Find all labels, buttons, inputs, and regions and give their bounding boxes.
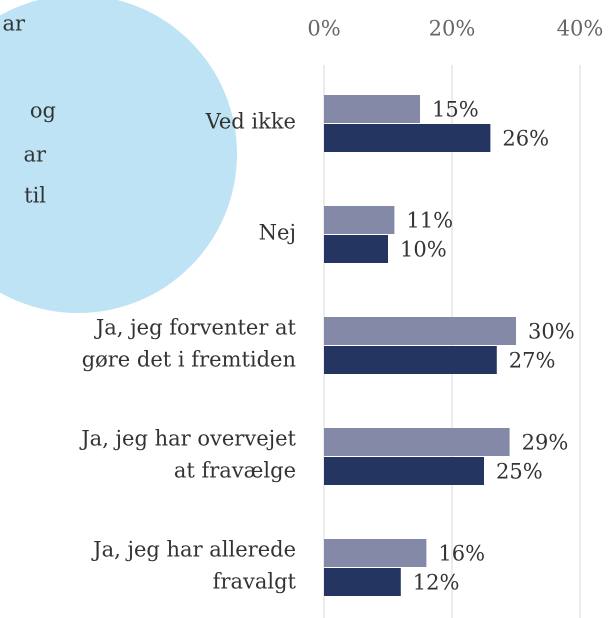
value-label: 27% xyxy=(509,349,556,373)
bar xyxy=(324,206,395,234)
bar xyxy=(324,235,388,263)
category-label: Ja, jeg har allerede xyxy=(91,538,296,562)
bar xyxy=(324,457,484,485)
category-label: fravalgt xyxy=(213,570,297,594)
decor-circle xyxy=(0,0,237,313)
category-label: gøre det i fremtiden xyxy=(82,348,296,372)
value-label: 26% xyxy=(502,127,549,151)
category-label: Ved ikke xyxy=(205,110,296,134)
fragment-text: ar xyxy=(23,143,47,167)
x-tick-label: 20% xyxy=(429,17,476,41)
category-label: Nej xyxy=(259,221,296,245)
bar xyxy=(324,317,516,345)
category-label: at fravælge xyxy=(174,459,296,483)
bar xyxy=(324,95,420,123)
value-label: 30% xyxy=(528,320,575,344)
bar xyxy=(324,428,510,456)
fragment-text: ar xyxy=(2,12,26,36)
value-label: 25% xyxy=(496,460,543,484)
fragment-text: og xyxy=(30,99,56,123)
bar xyxy=(324,124,491,152)
fragment-text: til xyxy=(24,184,46,208)
value-label: 29% xyxy=(522,431,569,455)
value-label: 12% xyxy=(413,571,460,595)
bar xyxy=(324,346,497,374)
value-label: 16% xyxy=(438,542,485,566)
value-label: 10% xyxy=(400,238,447,262)
bar xyxy=(324,539,427,567)
value-label: 11% xyxy=(406,209,453,233)
category-label: Ja, jeg har overvejet xyxy=(79,427,296,451)
category-label: Ja, jeg forventer at xyxy=(94,316,297,340)
x-tick-label: 40% xyxy=(557,17,604,41)
x-tick-label: 0% xyxy=(307,17,340,41)
value-label: 15% xyxy=(432,98,479,122)
bar xyxy=(324,568,401,596)
